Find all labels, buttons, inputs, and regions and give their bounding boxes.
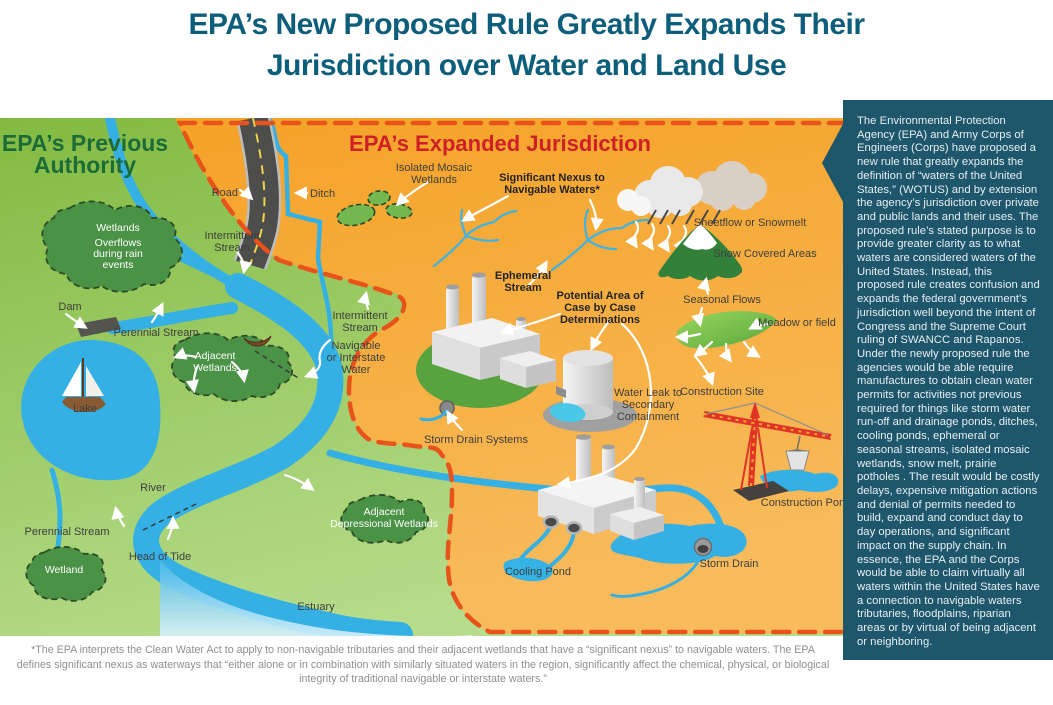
jurisdiction-map: EPA’s Previous Authority EPA’s Expanded … <box>0 113 852 648</box>
canoe-icon <box>243 335 272 347</box>
cloud-icon <box>617 161 767 218</box>
map-illustration: EPA’s Previous Authority EPA’s Expanded … <box>0 113 852 648</box>
previous-authority-heading-line2: Authority <box>34 152 136 178</box>
label-wetlands-overflow-2: Overflows <box>95 237 142 249</box>
jurisdiction-dashed-border <box>176 120 848 635</box>
label-wetland: Wetland <box>45 564 83 576</box>
road-icon <box>233 114 282 271</box>
label-head-of-tide: Head of Tide <box>129 551 191 563</box>
label-adjacent-depressional-2: Depressional Wetlands <box>330 518 438 530</box>
cooling-factory-icon <box>538 434 664 540</box>
ephemeral-stream-right <box>550 208 650 272</box>
snow-cap-icon <box>683 224 717 250</box>
wetland-blob-lower <box>25 546 107 602</box>
adjacent-wetlands-blob <box>170 332 294 402</box>
page-title: EPA’s New Proposed Rule Greatly Expands … <box>0 4 1053 86</box>
crane-bucket-icon <box>785 450 810 471</box>
map-labels: Wetlands Overflows during rain events In… <box>25 162 852 613</box>
label-sheetflow: Sheetflow or Snowmelt <box>694 217 807 229</box>
label-ephemeral-stream-2: Stream <box>504 282 542 294</box>
label-wetlands-overflow-4: events <box>103 259 134 271</box>
label-intermittent-stream-upper-1: Intermittent <box>204 230 259 242</box>
label-lake: Lake <box>73 403 97 415</box>
label-snow-covered-areas: Snow Covered Areas <box>713 248 817 260</box>
label-estuary: Estuary <box>297 601 335 613</box>
storm-drain-outflow <box>610 556 702 598</box>
label-navigable-water-1: Navigable <box>332 340 381 352</box>
wetland-blobs <box>25 190 430 602</box>
expanded-jurisdiction-heading: EPA’s Expanded Jurisdiction <box>349 131 651 156</box>
label-storm-drain-systems: Storm Drain Systems <box>424 434 528 446</box>
label-potential-area-1: Potential Area of <box>557 290 644 302</box>
cooling-loop-2 <box>546 530 576 570</box>
label-water-leak-1: Water Leak to <box>614 387 682 399</box>
sidebar-text: The Environmental Protection Agency (EPA… <box>857 115 1040 648</box>
label-intermittent-stream-mid-1: Intermittent <box>332 310 387 322</box>
storm-drain-icon <box>693 537 713 557</box>
label-ephemeral-stream-1: Ephemeral <box>495 270 551 282</box>
label-seasonal-flows: Seasonal Flows <box>683 294 761 306</box>
label-construction-site: Construction Site <box>680 386 764 398</box>
mountain-icon <box>658 224 743 281</box>
crane-icon <box>703 401 832 501</box>
label-ditch: Ditch <box>310 188 335 200</box>
label-isolated-mosaic-1: Isolated Mosaic <box>396 162 473 174</box>
main-river <box>133 273 413 648</box>
label-intermittent-stream-upper-2: Stream <box>214 242 249 254</box>
sailboat-icon <box>62 358 106 413</box>
label-adjacent-depressional-1: Adjacent <box>364 506 405 518</box>
perennial-stream-lower-water <box>49 467 63 549</box>
page-title-line2: Jurisdiction over Water and Land Use <box>266 49 787 82</box>
label-storm-drain: Storm Drain <box>700 558 759 570</box>
label-potential-area-3: Determinations <box>560 314 640 326</box>
label-adjacent-wetlands-2: Wetlands <box>193 362 237 374</box>
adjacent-depressional-blob <box>340 494 430 544</box>
label-meadow-or-field: Meadow or field <box>758 317 836 329</box>
label-perennial-stream-lower: Perennial Stream <box>25 526 110 538</box>
label-perennial-stream-upper: Perennial Stream <box>114 327 199 339</box>
label-intermittent-stream-mid-2: Stream <box>342 322 377 334</box>
previous-authority-heading-line1: EPA’s Previous <box>2 130 168 156</box>
sidebar-explanation-panel: The Environmental Protection Agency (EPA… <box>822 100 1053 660</box>
sidebar-pointer-notch <box>822 124 843 202</box>
dam-stream <box>106 302 238 334</box>
label-significant-nexus-2: Navigable Waters* <box>504 184 600 196</box>
footnote: *The EPA interprets the Clean Water Act … <box>16 644 830 685</box>
label-wetlands-overflow-3: during rain <box>93 248 143 260</box>
label-significant-nexus-1: Significant Nexus to <box>499 172 605 184</box>
label-cooling-pond: Cooling Pond <box>505 566 571 578</box>
label-water-leak-3: Containment <box>617 411 679 423</box>
ditch-water <box>267 117 334 357</box>
ephemeral-stream-left <box>432 208 518 268</box>
label-river: River <box>140 482 166 494</box>
containment-tank-icon <box>543 350 637 432</box>
cooling-pool <box>503 557 553 582</box>
rain-slashes-icon <box>647 209 721 225</box>
label-water-leak-2: Secondary <box>622 399 675 411</box>
label-isolated-mosaic-2: Wetlands <box>411 174 457 186</box>
label-dam: Dam <box>58 301 81 313</box>
label-road: Road <box>212 187 238 199</box>
isolated-mosaic-blobs <box>336 190 413 227</box>
label-wetlands-overflow-1: Wetlands <box>96 222 140 234</box>
dam-icon <box>76 317 121 337</box>
label-navigable-water-2: or Interstate <box>327 352 386 364</box>
annotation-arrows <box>64 180 770 541</box>
label-construction-pond: Construction Pond <box>761 497 845 509</box>
label-adjacent-wetlands-1: Adjacent <box>195 350 236 362</box>
leak-puddle <box>550 403 586 422</box>
label-potential-area-2: Case by Case <box>564 302 636 314</box>
estuary-water <box>160 560 472 637</box>
page-title-line1: EPA’s New Proposed Rule Greatly Expands … <box>188 8 865 41</box>
wetlands-overflow-blob <box>41 200 183 293</box>
label-navigable-water-3: Water <box>342 364 371 376</box>
